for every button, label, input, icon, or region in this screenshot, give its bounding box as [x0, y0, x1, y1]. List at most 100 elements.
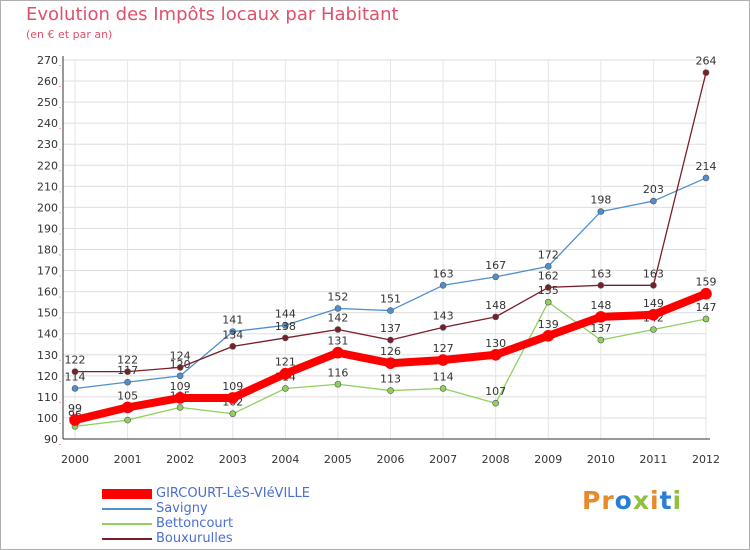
data-point: [334, 326, 342, 333]
data-label: 109: [222, 380, 243, 393]
data-label: 151: [380, 293, 401, 306]
y-tick-label: 170: [37, 265, 58, 278]
data-point: [439, 324, 447, 331]
data-label: 147: [696, 301, 717, 314]
data-point: [597, 208, 605, 215]
y-tick-label: 120: [37, 370, 58, 383]
data-label: 126: [380, 345, 401, 358]
data-point: [71, 385, 79, 392]
legend-item-gircourt: GIRCOURT-LèS-VIéVILLE: [102, 486, 310, 502]
y-tick-label: 230: [37, 138, 58, 151]
legend-label: Bouxurulles: [156, 531, 233, 546]
data-point: [282, 321, 289, 329]
x-tick-label: 2001: [114, 453, 142, 466]
x-tick-label: 2008: [482, 453, 510, 466]
logo-letter: r: [601, 486, 615, 515]
data-label: 109: [170, 380, 191, 393]
data-point: [174, 392, 186, 404]
data-point: [595, 311, 607, 323]
y-tick-label: 210: [37, 180, 58, 193]
data-point: [439, 281, 447, 289]
data-label: 99: [68, 402, 82, 415]
y-tick-label: 90: [44, 433, 58, 446]
data-point: [124, 378, 131, 386]
data-point: [176, 364, 184, 371]
data-label: 163: [590, 267, 611, 280]
y-tick-label: 140: [37, 328, 58, 341]
y-tick-label: 130: [37, 349, 58, 362]
legend-item-savigny: Savigny: [102, 501, 208, 517]
y-tick-label: 150: [37, 307, 58, 320]
data-point: [647, 308, 660, 321]
logo-letter: P: [582, 486, 602, 515]
data-label: 127: [433, 342, 454, 355]
data-label: 142: [327, 312, 348, 325]
x-tick-label: 2007: [429, 453, 457, 466]
logo-letter: o: [614, 486, 633, 515]
logo-letter: t: [659, 486, 673, 515]
legend-item-bettoncourt: Bettoncourt: [102, 516, 233, 532]
x-tick-label: 2005: [324, 453, 352, 466]
data-point: [439, 385, 447, 392]
data-point: [387, 387, 394, 394]
data-label: 144: [275, 307, 296, 320]
data-label: 139: [538, 318, 559, 331]
data-point: [332, 346, 344, 359]
data-point: [597, 336, 605, 344]
data-point: [334, 380, 342, 388]
logo-letter: i: [672, 486, 683, 515]
data-label: 214: [696, 160, 717, 173]
data-point: [229, 410, 237, 418]
y-tick-label: 100: [37, 412, 58, 425]
data-point: [229, 328, 237, 335]
data-label: 203: [643, 183, 664, 196]
legend-swatch: [102, 538, 152, 540]
data-label: 124: [170, 349, 191, 362]
y-tick-label: 260: [37, 75, 58, 88]
data-point: [387, 336, 394, 344]
data-label: 114: [433, 370, 454, 383]
data-label: 143: [433, 309, 454, 322]
proxiti-logo: Proxiti: [582, 486, 682, 515]
data-point: [226, 392, 239, 404]
data-point: [282, 334, 289, 342]
x-tick-label: 2002: [166, 453, 194, 466]
data-label: 162: [538, 269, 559, 282]
data-label: 122: [65, 354, 86, 367]
data-label: 122: [117, 354, 138, 367]
data-label: 105: [117, 389, 138, 402]
legend-label: GIRCOURT-LèS-VIéVILLE: [156, 486, 310, 501]
data-point: [544, 263, 552, 270]
data-point: [176, 372, 184, 380]
y-tick-label: 270: [37, 54, 58, 67]
legend-swatch: [102, 508, 152, 510]
x-tick-label: 2012: [692, 453, 720, 466]
data-label: 163: [643, 267, 664, 280]
data-label: 113: [380, 373, 401, 386]
data-point: [700, 287, 712, 300]
data-label: 167: [485, 259, 506, 272]
data-label: 163: [433, 267, 454, 280]
legend-label: Savigny: [156, 501, 208, 516]
data-label: 138: [275, 320, 296, 333]
x-tick-label: 2011: [639, 453, 667, 466]
legend-swatch: [102, 523, 152, 525]
data-point: [702, 315, 710, 323]
data-point: [384, 357, 397, 370]
data-point: [597, 281, 605, 289]
data-label: 130: [485, 337, 506, 350]
data-label: 152: [327, 290, 348, 303]
data-point: [492, 273, 499, 281]
data-label: 148: [590, 299, 611, 312]
y-tick-label: 250: [37, 96, 58, 109]
y-tick-label: 110: [37, 391, 58, 404]
x-tick-label: 2000: [61, 453, 89, 466]
y-tick-label: 190: [37, 222, 58, 235]
data-point: [542, 330, 555, 342]
logo-letter: x: [632, 486, 650, 515]
data-label: 131: [327, 335, 348, 348]
data-label: 121: [275, 356, 296, 369]
logo-letter: i: [650, 486, 660, 515]
data-label: 264: [696, 55, 717, 68]
data-point: [702, 69, 710, 76]
